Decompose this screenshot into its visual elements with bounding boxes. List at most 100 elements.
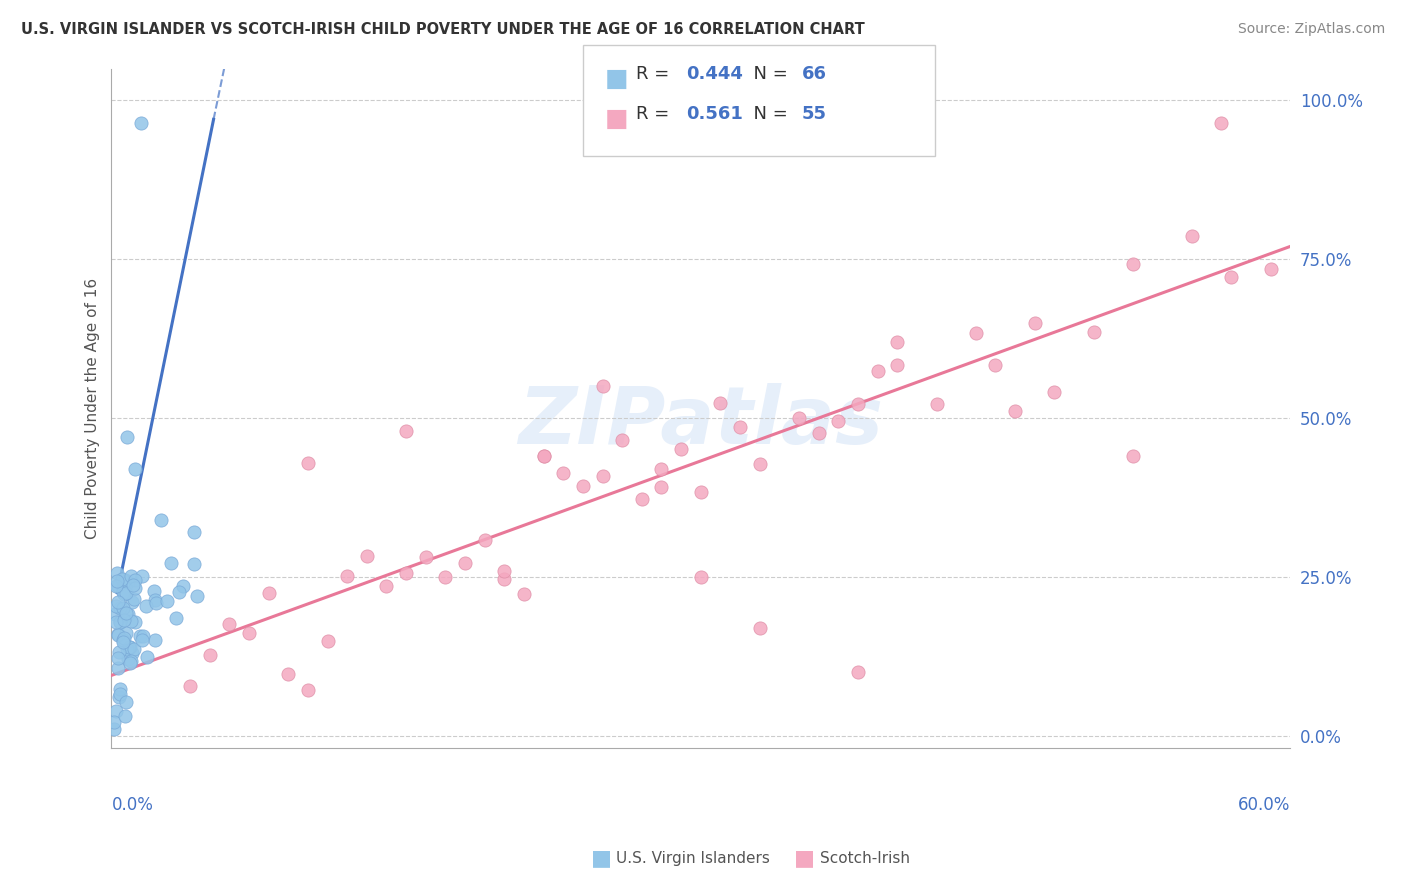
Point bbox=[336, 569, 359, 583]
Point bbox=[1260, 262, 1282, 277]
Text: 66: 66 bbox=[801, 65, 827, 83]
Point bbox=[145, 596, 167, 610]
Point bbox=[120, 640, 142, 655]
Point bbox=[160, 556, 183, 570]
Point bbox=[114, 695, 136, 709]
Point bbox=[748, 458, 770, 472]
Point bbox=[104, 615, 127, 629]
Point bbox=[886, 358, 908, 372]
Point bbox=[108, 645, 131, 659]
Point bbox=[129, 115, 152, 129]
Point bbox=[454, 556, 477, 570]
Text: ■: ■ bbox=[605, 107, 628, 131]
Point bbox=[108, 615, 131, 630]
Point bbox=[474, 533, 496, 548]
Point bbox=[553, 467, 575, 481]
Point bbox=[395, 566, 418, 581]
Point bbox=[107, 650, 129, 665]
Point bbox=[112, 631, 135, 645]
Text: R =: R = bbox=[636, 105, 675, 123]
Point bbox=[107, 595, 129, 609]
Point bbox=[1043, 384, 1066, 399]
Point bbox=[1220, 270, 1243, 285]
Point bbox=[142, 583, 165, 598]
Point bbox=[107, 628, 129, 642]
Point bbox=[886, 334, 908, 349]
Point bbox=[172, 579, 194, 593]
Point bbox=[135, 649, 157, 664]
Point bbox=[1181, 228, 1204, 243]
Point bbox=[709, 396, 731, 410]
Point bbox=[415, 549, 437, 564]
Point bbox=[183, 558, 205, 572]
Point bbox=[728, 420, 751, 434]
Point bbox=[107, 661, 129, 675]
Point bbox=[827, 414, 849, 428]
Point bbox=[108, 600, 131, 615]
Point bbox=[434, 570, 457, 584]
Point bbox=[121, 646, 143, 660]
Point bbox=[111, 584, 134, 599]
Point bbox=[120, 614, 142, 628]
Point bbox=[124, 642, 146, 657]
Point bbox=[108, 687, 131, 701]
Text: 60.0%: 60.0% bbox=[1237, 796, 1291, 814]
Point bbox=[108, 615, 131, 629]
Point bbox=[115, 626, 138, 640]
Text: 0.0%: 0.0% bbox=[111, 796, 153, 814]
Point bbox=[115, 430, 138, 444]
Point bbox=[395, 424, 418, 438]
Point bbox=[592, 379, 614, 393]
Point bbox=[316, 634, 339, 648]
Text: R =: R = bbox=[636, 65, 675, 83]
Point bbox=[689, 570, 711, 584]
Point bbox=[108, 681, 131, 696]
Point bbox=[131, 633, 153, 648]
Point bbox=[112, 587, 135, 601]
Point bbox=[149, 513, 172, 527]
Point bbox=[846, 665, 869, 680]
Point bbox=[112, 613, 135, 627]
Point bbox=[112, 633, 135, 648]
Point bbox=[356, 549, 378, 563]
Point bbox=[494, 564, 516, 578]
Point bbox=[846, 397, 869, 411]
Point bbox=[111, 572, 134, 586]
Text: Scotch-Irish: Scotch-Irish bbox=[820, 851, 910, 865]
Point bbox=[1083, 325, 1105, 339]
Text: U.S. VIRGIN ISLANDER VS SCOTCH-IRISH CHILD POVERTY UNDER THE AGE OF 16 CORRELATI: U.S. VIRGIN ISLANDER VS SCOTCH-IRISH CHI… bbox=[21, 22, 865, 37]
Point bbox=[165, 611, 187, 625]
Point bbox=[179, 679, 201, 693]
Point bbox=[128, 630, 150, 644]
Point bbox=[115, 585, 138, 599]
Text: ■: ■ bbox=[605, 67, 628, 91]
Point bbox=[143, 633, 166, 648]
Text: 0.561: 0.561 bbox=[686, 105, 742, 123]
Point bbox=[807, 425, 830, 440]
Point bbox=[572, 479, 595, 493]
Point bbox=[120, 654, 142, 668]
Text: U.S. Virgin Islanders: U.S. Virgin Islanders bbox=[616, 851, 769, 865]
Point bbox=[114, 708, 136, 723]
Point bbox=[689, 485, 711, 500]
Point bbox=[218, 617, 240, 632]
Point bbox=[107, 627, 129, 641]
Text: 0.444: 0.444 bbox=[686, 65, 742, 83]
Point bbox=[238, 625, 260, 640]
Point bbox=[257, 585, 280, 599]
Text: 55: 55 bbox=[801, 105, 827, 123]
Text: N =: N = bbox=[742, 65, 794, 83]
Point bbox=[1004, 403, 1026, 417]
Point bbox=[650, 480, 672, 494]
Text: ■: ■ bbox=[591, 848, 612, 868]
Point bbox=[1122, 257, 1144, 271]
Point bbox=[103, 714, 125, 729]
Point bbox=[631, 492, 654, 507]
Point bbox=[103, 722, 125, 736]
Point bbox=[117, 574, 139, 589]
Point bbox=[118, 657, 141, 671]
Point bbox=[156, 594, 179, 608]
Point bbox=[650, 462, 672, 476]
Point bbox=[1122, 449, 1144, 463]
Point bbox=[984, 359, 1007, 373]
